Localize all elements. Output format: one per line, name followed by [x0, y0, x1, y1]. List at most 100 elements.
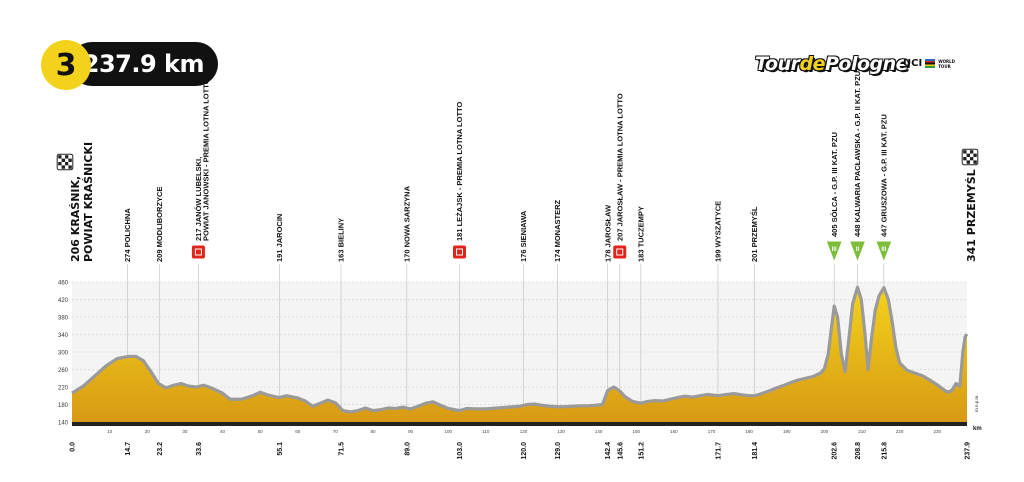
sprint-icon-inner: [194, 248, 202, 256]
x-minor-tick-label: 190: [783, 429, 791, 434]
x-minor-tick-label: 70: [333, 429, 339, 434]
x-minor-tick-label: 140: [595, 429, 603, 434]
flag-cell: [966, 150, 970, 154]
flag-cell: [58, 165, 62, 169]
x-minor-tick-label: 30: [182, 429, 188, 434]
x-minor-tick-label: 160: [670, 429, 678, 434]
uci-sub-1: WORLD: [938, 58, 955, 64]
x-major-tick-label: 103.0: [457, 442, 464, 460]
waypoint-label: 274 POLICHNA: [123, 208, 132, 262]
brand-part-3: Pologne: [824, 53, 909, 75]
waypoint-label: 447 GRUSZOWA - G.P. III KAT. PZU: [879, 114, 888, 237]
y-tick-label: 380: [58, 316, 69, 322]
mountain-icon: [848, 240, 867, 264]
flag-cell: [58, 158, 62, 162]
waypoint-label: 163 BIELINY: [337, 218, 346, 262]
flag-border: [56, 153, 74, 171]
flag-cell: [963, 157, 967, 161]
tour-de-pologne-logo: TourdePologne: [755, 53, 909, 75]
x-minor-tick-label: 220: [896, 429, 904, 434]
x-minor-tick-label: 100: [444, 429, 452, 434]
waypoint-label: 178 JAROSŁAW: [603, 204, 612, 262]
x-minor-tick-label: 20: [145, 429, 151, 434]
x-minor-tick-label: 40: [220, 429, 226, 434]
sprint-icon: [190, 244, 206, 260]
x-major-tick-label: 208.8: [855, 442, 862, 460]
flag-cell: [68, 165, 72, 169]
flag-cell: [68, 155, 72, 159]
flag-cell: [68, 162, 72, 166]
uci-text: UCI: [903, 58, 923, 69]
y-tick-label: 140: [58, 421, 69, 427]
y-axis-unit: m n.p.m.: [974, 394, 979, 412]
waypoint-label: 448 KALWARIA PACŁAWSKA - G.P. II KAT. PZ…: [853, 71, 862, 237]
flag-cell: [58, 155, 62, 159]
y-tick-label: 260: [58, 368, 69, 374]
x-major-tick-label: 181.4: [752, 442, 759, 460]
x-major-tick-label: 0.0: [70, 442, 77, 452]
x-minor-tick-label: 200: [821, 429, 829, 434]
stage-number-badge: 3: [41, 40, 91, 90]
flag-cell: [963, 150, 967, 154]
waypoint-label: 201 PRZEMYŚL: [750, 206, 759, 262]
x-major-tick-label: 151.2: [638, 442, 645, 460]
x-minor-tick-label: 80: [370, 429, 376, 434]
flag-cell: [970, 157, 974, 161]
waypoint-label: 207 JAROSŁAW - PREMIA LOTNA LOTTO: [615, 93, 624, 241]
flag-cell: [61, 165, 65, 169]
flag-cell: [65, 162, 69, 166]
x-minor-tick-label: 230: [934, 429, 942, 434]
flag-cell: [65, 165, 69, 169]
sprint-icon: [612, 244, 628, 260]
waypoint-label: 183 TUCZEMPY: [636, 206, 645, 262]
waypoint-label: 191 JAROCIN: [275, 214, 284, 262]
x-major-tick-label: 23.2: [157, 442, 164, 456]
flag-cell: [973, 153, 977, 157]
stage-distance-text: 237.9 km: [82, 50, 205, 78]
x-major-tick-label: 14.7: [125, 442, 132, 456]
waypoint-label-line2: POWIAT JANOWSKI - PREMIA LOTNA LOTTO: [201, 78, 210, 241]
flag-cell: [973, 160, 977, 164]
x-major-tick-label: 237.9: [965, 442, 972, 460]
waypoint-label: 405 SÓLCA - G.P. III KAT. PZU: [830, 132, 839, 237]
mountain-icon-category: III: [832, 247, 837, 253]
waypoint-label: 181 LEŻAJSK - PREMIA LOTNA LOTTO: [455, 102, 464, 241]
mountain-icon: [825, 240, 843, 264]
x-minor-tick-label: 150: [633, 429, 641, 434]
sprint-icon-inner: [616, 248, 624, 256]
brand-wordmark: TourdePologne: [755, 53, 909, 75]
uci-world-tour-logo: UCI WORLD TOUR: [903, 58, 955, 69]
y-tick-label: 300: [58, 351, 69, 357]
waypoint-label: 170 NOWA SARZYNA: [402, 185, 411, 262]
flag-cell: [963, 153, 967, 157]
x-minor-tick-label: 120: [520, 429, 528, 434]
flag-cell: [68, 158, 72, 162]
flag-cell: [58, 162, 62, 166]
x-major-tick-label: 171.7: [715, 442, 722, 460]
mountain-icon-category: II: [856, 247, 860, 253]
y-tick-label: 220: [58, 386, 69, 392]
mountain-icon: [875, 240, 893, 264]
start-label-line2: POWIAT KRAŚNICKI: [82, 142, 95, 262]
flag-cell: [970, 150, 974, 154]
x-major-tick-label: 120.0: [521, 442, 528, 460]
brand-part-2: de: [799, 53, 825, 75]
start-label-line1: 206 KRAŚNIK,: [69, 176, 82, 262]
flag-cell: [966, 153, 970, 157]
y-tick-label: 180: [58, 403, 69, 409]
x-minor-tick-label: 210: [858, 429, 866, 434]
uci-sub-2: TOUR: [938, 63, 951, 69]
x-minor-tick-label: 130: [557, 429, 565, 434]
y-tick-label: 340: [58, 333, 69, 339]
waypoint-label: 176 SIENIAWA: [519, 210, 528, 262]
x-minor-tick-label: 50: [258, 429, 264, 434]
x-major-tick-label: 142.4: [605, 442, 612, 460]
mountain-icon-category: III: [881, 247, 886, 253]
uci-subtitle: WORLD TOUR: [938, 59, 955, 69]
uci-stripes-icon: [925, 59, 936, 68]
x-minor-tick-label: 110: [482, 429, 490, 434]
waypoint-label: 174 MONASTERZ: [553, 199, 562, 262]
flag-cell: [963, 160, 967, 164]
flag-cell: [61, 162, 65, 166]
waypoint-label: 209 MODLIBORZYCE: [155, 187, 164, 262]
